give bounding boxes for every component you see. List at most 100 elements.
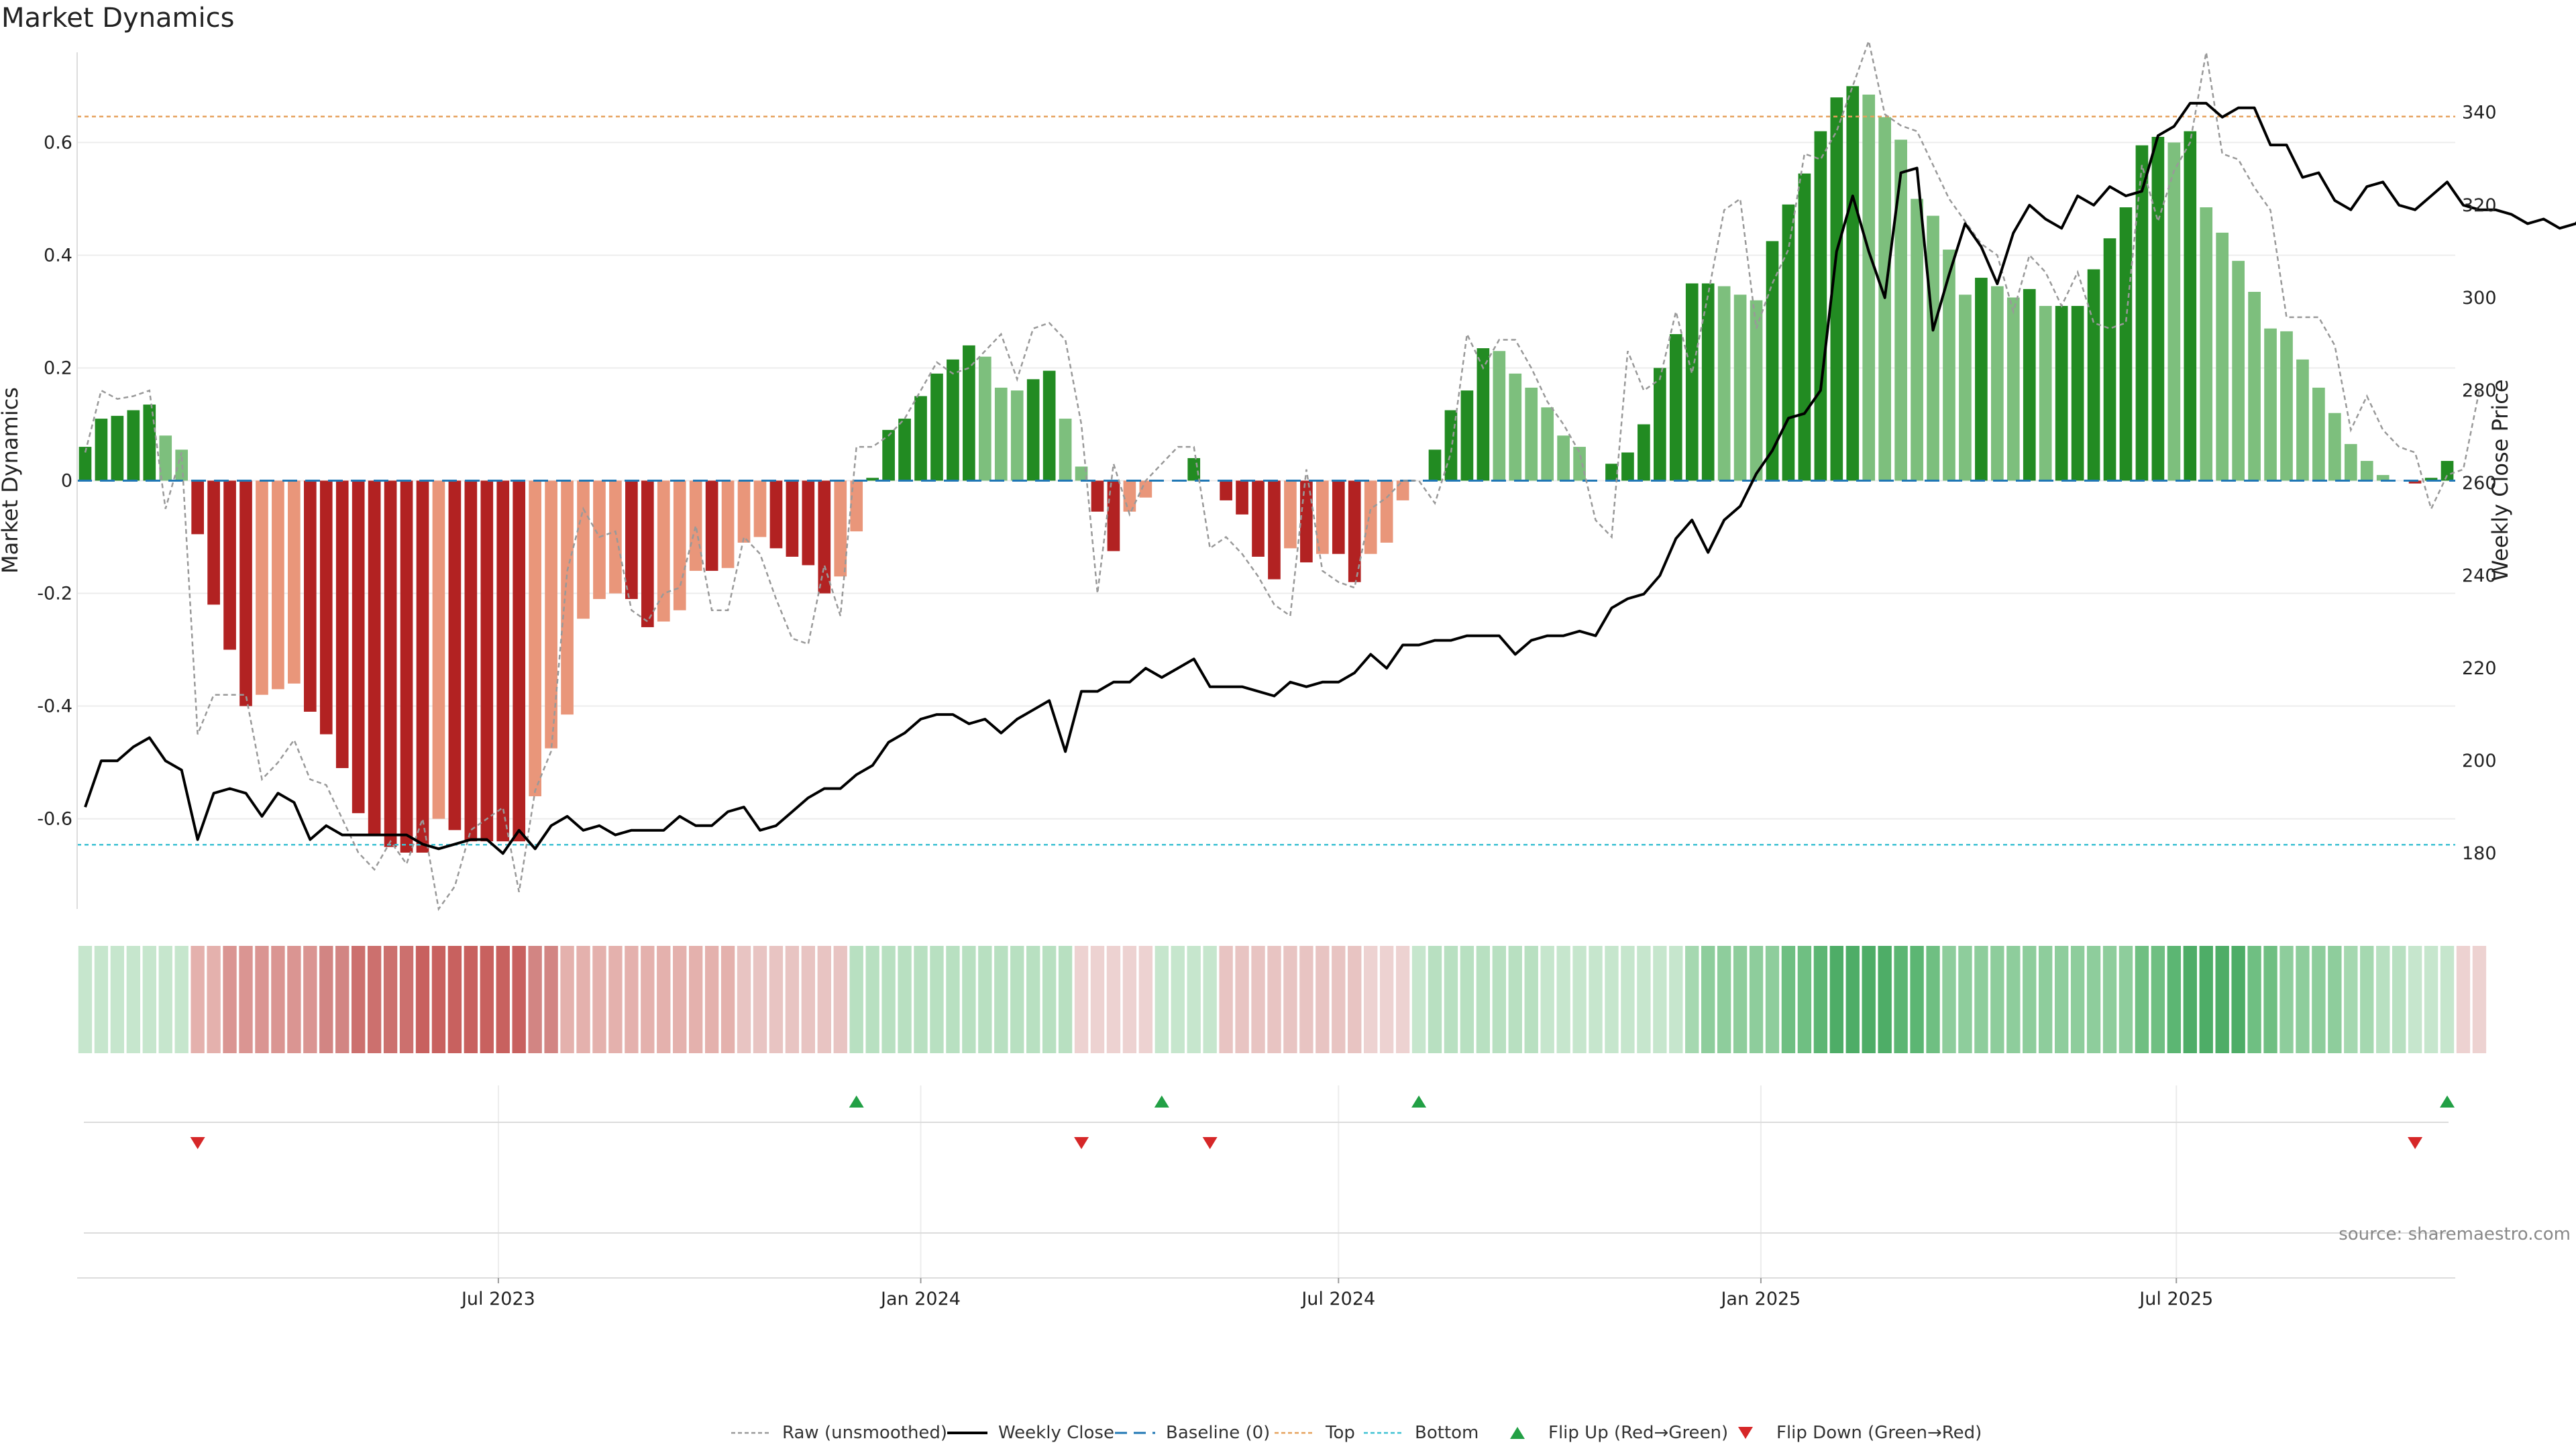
strip-cell	[1749, 946, 1764, 1053]
dynamics-bar	[737, 480, 751, 543]
dynamics-bar	[416, 480, 429, 853]
strip-cell	[2296, 946, 2310, 1053]
strip-cell	[1685, 946, 1699, 1053]
strip-cell	[1395, 946, 1410, 1053]
dynamics-bar	[1509, 373, 1522, 481]
strip-cell	[1524, 946, 1538, 1053]
dynamics-bar	[1316, 480, 1329, 554]
strip-cell	[1540, 946, 1554, 1053]
dynamics-bar	[1733, 294, 1747, 481]
dynamics-bar	[335, 480, 349, 768]
strip-cell	[126, 946, 141, 1053]
strip-cell	[946, 946, 960, 1053]
strip-cell	[576, 946, 590, 1053]
dynamics-bar	[1236, 480, 1248, 515]
left-y-axis-label: Market Dynamics	[0, 387, 23, 574]
strip-cell	[544, 946, 558, 1053]
dynamics-bar	[1332, 480, 1345, 554]
strip-cell	[1894, 946, 1908, 1053]
dynamics-bar	[914, 396, 927, 481]
strip-cell	[1974, 946, 1988, 1053]
x-tick-label: Jul 2024	[1300, 1289, 1375, 1309]
right-tick-label: 340	[2462, 103, 2497, 123]
strip-cell	[351, 946, 366, 1053]
strip-cell	[335, 946, 350, 1053]
strip-cell	[1621, 946, 1635, 1053]
strip-cell	[2231, 946, 2245, 1053]
strip-cell	[447, 946, 462, 1053]
left-y-axis: -0.6 -0.4 -0.2 0 0.2 0.4 0.6	[37, 52, 78, 909]
dynamics-bar	[593, 480, 606, 599]
dynamics-bar	[529, 480, 541, 796]
strip-cell	[1010, 946, 1024, 1053]
dynamics-bar	[1026, 379, 1040, 481]
dynamics-bar	[2296, 359, 2309, 481]
strip-cell	[2279, 946, 2294, 1053]
strip-cell	[1444, 946, 1458, 1053]
dynamics-bar	[1927, 215, 1939, 481]
dynamics-bar	[2151, 137, 2165, 481]
strip-cell	[1829, 946, 1844, 1053]
strip-cell	[174, 946, 189, 1053]
dynamics-bar	[448, 480, 462, 830]
dynamics-bar	[641, 480, 654, 627]
strip-cell	[1492, 946, 1506, 1053]
dynamics-bar	[352, 480, 365, 814]
dynamics-bar	[2167, 142, 2181, 481]
right-tick-label: 180	[2462, 843, 2497, 864]
dynamics-bar	[866, 478, 879, 481]
strip-cell	[2023, 946, 2037, 1053]
dynamics-bar	[1268, 480, 1281, 580]
dynamics-bar	[2424, 478, 2438, 481]
dynamics-bar	[2087, 269, 2100, 481]
strip-cell	[1316, 946, 1330, 1053]
strip-cell	[1122, 946, 1137, 1053]
strip-cell	[704, 946, 719, 1053]
strip-cell	[431, 946, 446, 1053]
dynamics-bar	[1991, 286, 2004, 481]
x-tick-label: Jan 2025	[1719, 1289, 1801, 1309]
strip-cell	[1138, 946, 1153, 1053]
strip-cell	[142, 946, 156, 1053]
strip-cell	[1813, 946, 1828, 1053]
dynamics-bar	[288, 480, 301, 684]
strip-cell	[223, 946, 237, 1053]
dynamics-bar	[2440, 461, 2454, 481]
dynamics-bar	[1638, 424, 1650, 481]
dynamics-bar	[1525, 387, 1538, 481]
strip-cell	[271, 946, 285, 1053]
strip-cell	[1862, 946, 1876, 1053]
dynamics-bar	[207, 480, 220, 605]
dynamics-bar	[1862, 95, 1876, 481]
strip-cell	[817, 946, 831, 1053]
strip-cell	[480, 946, 494, 1053]
dynamics-bar	[1428, 449, 1442, 481]
dynamics-bar	[1059, 419, 1072, 481]
dynamics-bar	[1107, 480, 1120, 551]
right-tick-label: 240	[2462, 566, 2497, 586]
strip-cell	[994, 946, 1008, 1053]
dynamics-bar	[78, 447, 92, 481]
dynamics-bar	[1846, 86, 1860, 481]
strip-cell	[1283, 946, 1297, 1053]
strip-cell	[1942, 946, 1956, 1053]
dynamics-bar	[1894, 140, 1907, 481]
strip-cell	[2070, 946, 2085, 1053]
strip-cell	[1460, 946, 1474, 1053]
strip-cell	[1878, 946, 1892, 1053]
dynamics-bar	[1075, 466, 1088, 481]
dynamics-bar	[2408, 480, 2422, 484]
strip-cell	[2151, 946, 2165, 1053]
dynamics-bar	[1573, 447, 1586, 481]
strip-cell	[1042, 946, 1057, 1053]
flip-up-marker	[2440, 1095, 2455, 1108]
dynamics-bar	[191, 480, 204, 535]
strip-cell	[415, 946, 430, 1053]
x-axis: Jul 2023 Jan 2024 Jul 2024 Jan 2025 Jul 2025	[460, 1278, 2213, 1309]
dynamics-bar	[1010, 390, 1024, 481]
dynamics-bar	[303, 480, 317, 712]
dynamics-bar	[400, 480, 413, 853]
dynamics-bar	[545, 480, 557, 749]
main-plot	[77, 38, 2576, 912]
